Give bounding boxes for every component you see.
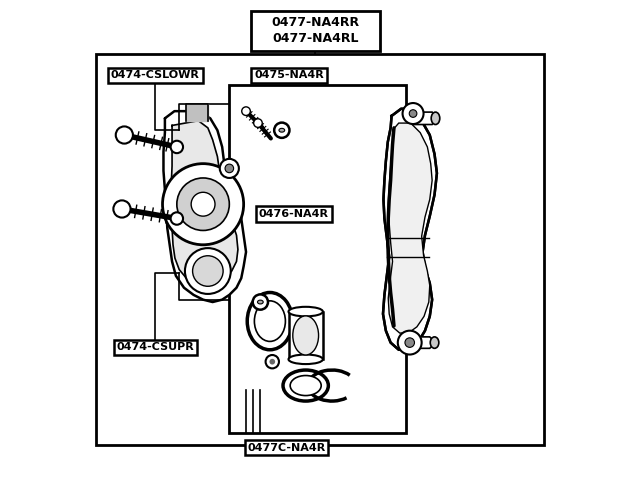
Text: 0476-NA4R: 0476-NA4R [259, 209, 329, 219]
Circle shape [185, 248, 231, 294]
Circle shape [403, 103, 424, 124]
Circle shape [269, 359, 275, 364]
Ellipse shape [290, 375, 321, 396]
Circle shape [163, 164, 244, 245]
Circle shape [177, 178, 229, 230]
Ellipse shape [279, 128, 285, 132]
Circle shape [171, 212, 183, 225]
Bar [251, 11, 380, 51]
Ellipse shape [431, 112, 440, 124]
Text: 0477-NA4RR
0477-NA4RL: 0477-NA4RR 0477-NA4RL [271, 16, 359, 46]
Circle shape [113, 200, 131, 217]
Ellipse shape [430, 337, 439, 348]
Polygon shape [413, 112, 437, 124]
Circle shape [253, 294, 268, 310]
Bar [96, 54, 544, 445]
Circle shape [409, 110, 417, 117]
Circle shape [274, 122, 289, 138]
Polygon shape [186, 104, 208, 120]
Ellipse shape [257, 300, 263, 304]
Text: 0474-CSUPR: 0474-CSUPR [116, 342, 194, 352]
Bar [229, 85, 406, 433]
Circle shape [266, 355, 279, 368]
Polygon shape [410, 337, 435, 348]
Circle shape [116, 126, 133, 144]
Circle shape [193, 256, 223, 286]
Polygon shape [383, 109, 437, 350]
Ellipse shape [283, 370, 328, 401]
Circle shape [171, 141, 183, 153]
Bar [289, 312, 323, 360]
Ellipse shape [289, 355, 323, 364]
Text: 0474-CSLOWR: 0474-CSLOWR [111, 71, 200, 80]
Circle shape [398, 331, 422, 355]
Circle shape [253, 119, 262, 127]
Ellipse shape [289, 307, 323, 316]
Polygon shape [171, 120, 238, 284]
Circle shape [220, 159, 239, 178]
Circle shape [242, 107, 250, 116]
Circle shape [225, 164, 234, 173]
Circle shape [191, 192, 215, 216]
Ellipse shape [292, 316, 319, 355]
Text: 0475-NA4R: 0475-NA4R [254, 71, 324, 80]
Text: 0477C-NA4R: 0477C-NA4R [248, 443, 326, 453]
Polygon shape [388, 123, 432, 333]
Ellipse shape [247, 292, 292, 350]
Polygon shape [163, 111, 246, 302]
Ellipse shape [254, 301, 285, 341]
Circle shape [405, 338, 415, 348]
